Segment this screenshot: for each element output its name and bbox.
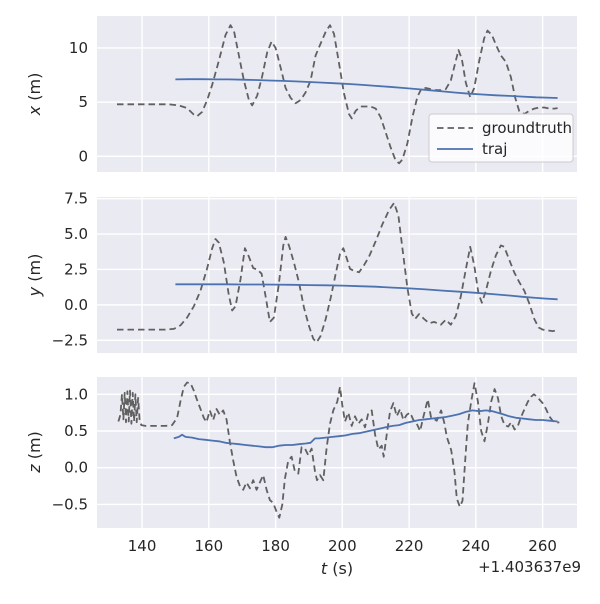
ylabel-z-var: z: [25, 464, 44, 474]
ytick-label-z: 1.0: [64, 385, 88, 403]
ytick-label-x: 10: [69, 39, 88, 57]
xlabel-unit: (s): [327, 559, 353, 578]
groundtruth-line-x: [117, 24, 558, 165]
ytick-label-y: 5.0: [64, 225, 88, 243]
traj-line-x: [175, 78, 558, 99]
xtick-label: 140: [128, 537, 157, 555]
ylabel-y-unit: (m): [25, 254, 44, 287]
ytick-label-y: 0.0: [64, 296, 88, 314]
xtick-label: 200: [328, 537, 357, 555]
ytick-label-z: 0.5: [64, 422, 88, 440]
x-axis-offset-text: +1.403637e9: [478, 558, 581, 576]
groundtruth-line-y: [117, 202, 558, 344]
ytick-label-y: 7.5: [64, 190, 88, 208]
ylabel-y: y (m): [25, 254, 44, 298]
axes-bg-y: [97, 197, 577, 353]
axes-layer: 0 5 10 −2.5 0.0 2.5 5.0 7.5 −0.5 0.0 0.5 1.0 140 160 1…: [52, 16, 577, 555]
legend-groundtruth-label: groundtruth: [482, 119, 572, 137]
xtick-label: 260: [528, 537, 557, 555]
ytick-label-y: 2.5: [64, 260, 88, 278]
ylabel-y-var: y: [25, 286, 44, 297]
ylabel-x-var: x: [25, 105, 44, 116]
ytick-label-z: −0.5: [52, 495, 88, 513]
legend: groundtruth traj: [428, 113, 574, 163]
legend-traj-label: traj: [482, 140, 507, 158]
ytick-label-z: 0.0: [64, 459, 88, 477]
ylabel-z: z (m): [25, 431, 44, 474]
xtick-label: 240: [462, 537, 491, 555]
xlabel-var: t: [321, 559, 328, 578]
xlabel: t (s): [321, 559, 353, 578]
ytick-label-x: 0: [78, 147, 88, 165]
ytick-label-x: 5: [78, 93, 88, 111]
traj-line-z: [173, 409, 558, 449]
traj-line-y: [175, 283, 558, 301]
xtick-label: 160: [195, 537, 224, 555]
ylabel-x: x (m): [25, 73, 44, 117]
legend-box: [428, 113, 574, 163]
xtick-label: 180: [261, 537, 290, 555]
groundtruth-line-z: [117, 381, 560, 519]
xtick-label: 220: [395, 537, 424, 555]
ytick-label-y: −2.5: [52, 331, 88, 349]
ylabel-x-unit: (m): [25, 73, 44, 106]
ylabel-z-unit: (m): [25, 431, 44, 464]
